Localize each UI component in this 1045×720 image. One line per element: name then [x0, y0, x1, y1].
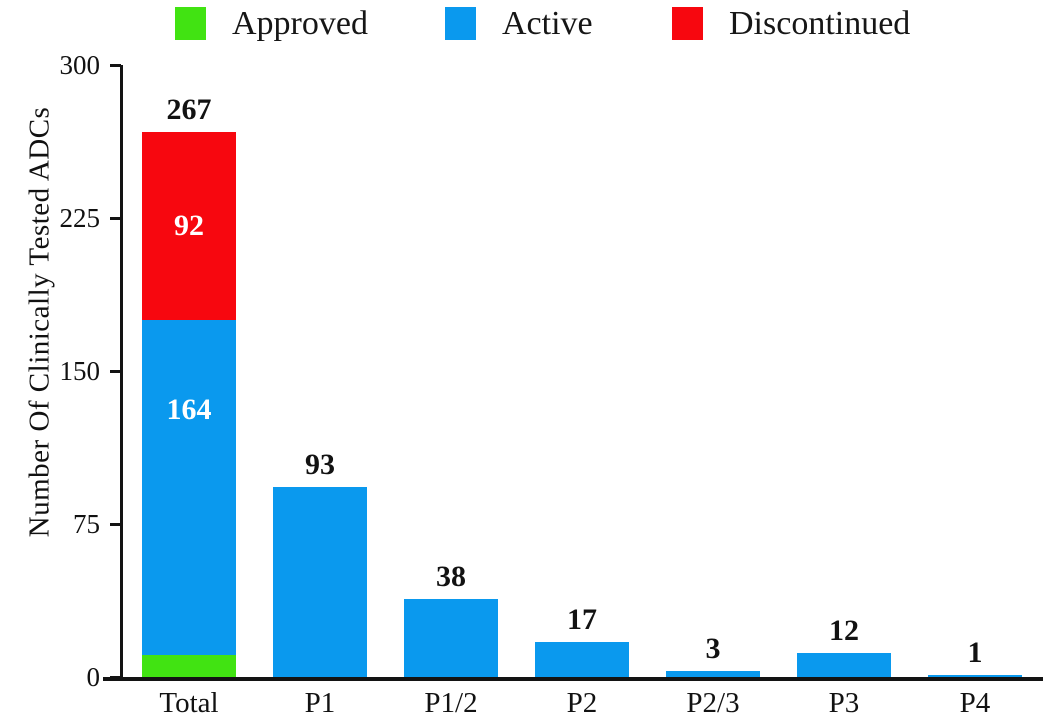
bar-p1-active: [273, 487, 367, 677]
legend-item-approved: Approved: [175, 4, 368, 44]
bar-total-discontinued: [142, 132, 236, 320]
y-tick-label-300: 300: [59, 50, 101, 80]
x-tick-label-p1-2: P1/2: [424, 687, 478, 719]
y-tick-label-150: 150: [59, 356, 101, 386]
y-tick-label-0: 0: [86, 662, 101, 692]
y-tick-label-75: 75: [73, 509, 100, 539]
bar-p3-active: [797, 653, 891, 677]
value-label-p2-3: 3: [705, 632, 721, 665]
approved-legend-swatch: [175, 7, 206, 40]
value-label-p1-2: 38: [436, 560, 466, 593]
x-tick-label-p2: P2: [566, 687, 598, 719]
x-tick-label-p1: P1: [304, 687, 336, 719]
bar-p2-3-active: [666, 671, 760, 677]
y-tick-label-225: 225: [59, 203, 101, 233]
value-label-p2: 17: [567, 603, 597, 636]
y-tick-225: [110, 217, 121, 220]
x-tick-label-p4: P4: [959, 687, 991, 719]
x-tick-label-p2-3: P2/3: [686, 687, 740, 719]
legend-item-active: Active: [445, 4, 593, 44]
value-label-total: 267: [166, 93, 212, 126]
x-tick-label-p3: P3: [828, 687, 860, 719]
value-label-p1: 93: [305, 448, 335, 481]
value-label-p3: 12: [829, 614, 859, 647]
active-legend-label: Active: [502, 5, 593, 42]
y-axis-line: [120, 65, 123, 681]
active-legend-swatch: [445, 7, 476, 40]
bar-p1-2-active: [404, 599, 498, 677]
y-tick-75: [110, 523, 121, 526]
bar-p2-active: [535, 642, 629, 677]
x-tick-label-total: Total: [159, 687, 219, 719]
value-label-p4: 1: [967, 636, 983, 669]
segment-label-discontinued: 92: [174, 209, 204, 242]
discontinued-legend-label: Discontinued: [729, 5, 911, 42]
approved-legend-label: Approved: [232, 5, 368, 42]
bar-p4-active: [928, 675, 1022, 677]
y-tick-300: [110, 64, 121, 67]
legend-item-discontinued: Discontinued: [672, 4, 910, 44]
segment-label-active: 164: [166, 393, 212, 427]
x-axis-line: [103, 677, 1043, 681]
bar-total-active: [142, 320, 236, 655]
bar-total-approved: [142, 655, 236, 677]
y-tick-150: [110, 370, 121, 373]
discontinued-legend-swatch: [672, 7, 703, 40]
